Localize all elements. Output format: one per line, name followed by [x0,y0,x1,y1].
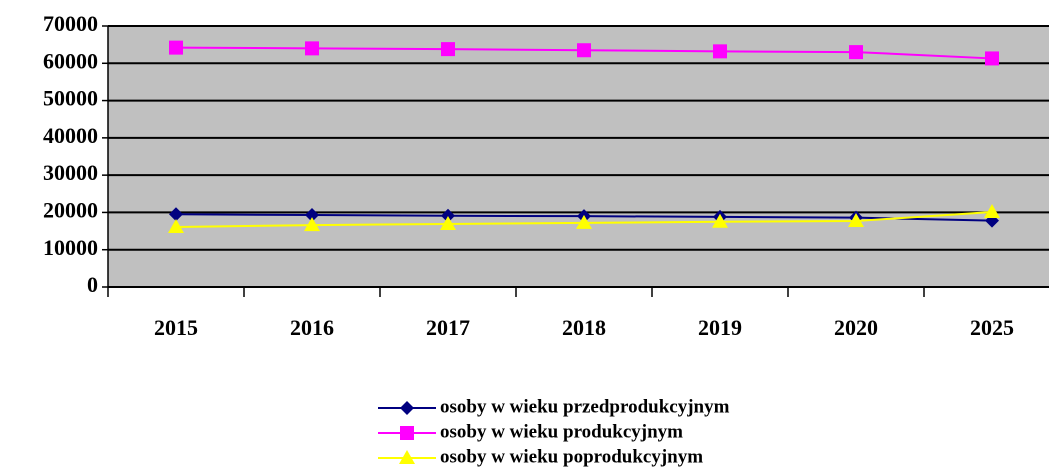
y-tick-label: 40000 [43,123,98,148]
y-tick-label: 10000 [43,235,98,260]
plot-area [108,26,1049,287]
x-tick-label: 2015 [154,315,198,340]
x-tick-label: 2020 [834,315,878,340]
marker [576,214,592,229]
marker [985,51,999,66]
marker [712,213,728,228]
marker [577,43,591,58]
marker [305,208,319,223]
legend-label: osoby w wieku produkcyjnym [440,421,683,442]
marker [168,218,184,233]
y-tick-label: 70000 [43,11,98,36]
legend-label: osoby w wieku przedprodukcyjnym [440,396,730,417]
marker [848,213,864,228]
marker [441,208,455,223]
marker [400,401,414,415]
x-tick-label: 2025 [970,315,1014,340]
x-tick-label: 2019 [698,315,742,340]
marker [400,426,414,440]
y-tick-label: 20000 [43,197,98,222]
legend-label: osoby w wieku poprodukcyjnym [440,446,703,467]
x-tick-label: 2017 [426,315,470,340]
marker [304,217,320,232]
y-tick-label: 60000 [43,48,98,73]
marker [169,40,183,55]
marker [305,41,319,56]
marker [849,45,863,60]
marker [984,204,1000,219]
y-tick-label: 50000 [43,86,98,111]
marker [441,42,455,57]
y-tick-label: 0 [87,272,98,297]
marker [713,44,727,59]
y-tick-label: 30000 [43,160,98,185]
marker [399,450,415,464]
marker [440,215,456,230]
marker [169,207,183,222]
x-tick-label: 2016 [290,315,334,340]
x-tick-label: 2018 [562,315,606,340]
